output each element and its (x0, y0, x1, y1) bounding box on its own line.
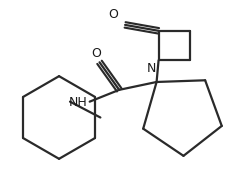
Text: O: O (92, 47, 102, 60)
Text: O: O (108, 8, 118, 21)
Text: NH: NH (69, 96, 88, 109)
Text: N: N (147, 62, 157, 75)
